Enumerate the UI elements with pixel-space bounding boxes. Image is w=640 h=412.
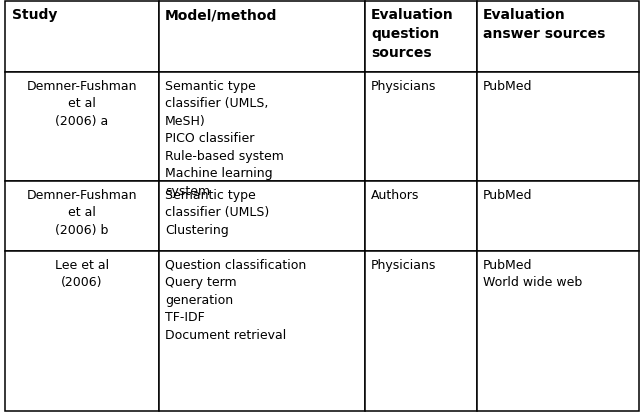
Bar [159, 1, 365, 72]
Text: Demner-Fushman
et al
(2006) b: Demner-Fushman et al (2006) b [27, 189, 137, 237]
Bar [5, 72, 159, 181]
Bar [365, 251, 477, 411]
Bar [5, 1, 159, 72]
Bar [477, 1, 639, 72]
Bar [365, 72, 477, 181]
Bar [5, 181, 159, 251]
Bar [159, 251, 365, 411]
Text: PubMed
World wide web: PubMed World wide web [483, 259, 582, 289]
Text: Evaluation
answer sources: Evaluation answer sources [483, 8, 605, 41]
Bar [365, 1, 477, 72]
Text: PubMed: PubMed [483, 189, 532, 202]
Bar [5, 251, 159, 411]
Text: Evaluation
question
sources: Evaluation question sources [371, 8, 454, 60]
Bar [159, 72, 365, 181]
Bar [477, 251, 639, 411]
Text: Demner-Fushman
et al
(2006) a: Demner-Fushman et al (2006) a [27, 80, 137, 128]
Text: Model/method: Model/method [165, 8, 278, 22]
Text: Question classification
Query term
generation
TF-IDF
Document retrieval: Question classification Query term gener… [165, 259, 307, 342]
Text: Physicians: Physicians [371, 80, 436, 93]
Text: Lee et al
(2006): Lee et al (2006) [55, 259, 109, 289]
Text: Physicians: Physicians [371, 259, 436, 272]
Text: Study: Study [12, 8, 57, 22]
Text: Semantic type
classifier (UMLS,
MeSH)
PICO classifier
Rule-based system
Machine : Semantic type classifier (UMLS, MeSH) PI… [165, 80, 284, 197]
Bar [365, 181, 477, 251]
Text: Authors: Authors [371, 189, 420, 202]
Text: PubMed: PubMed [483, 80, 532, 93]
Bar [477, 181, 639, 251]
Bar [477, 72, 639, 181]
Bar [159, 181, 365, 251]
Text: Semantic type
classifier (UMLS)
Clustering: Semantic type classifier (UMLS) Clusteri… [165, 189, 269, 237]
